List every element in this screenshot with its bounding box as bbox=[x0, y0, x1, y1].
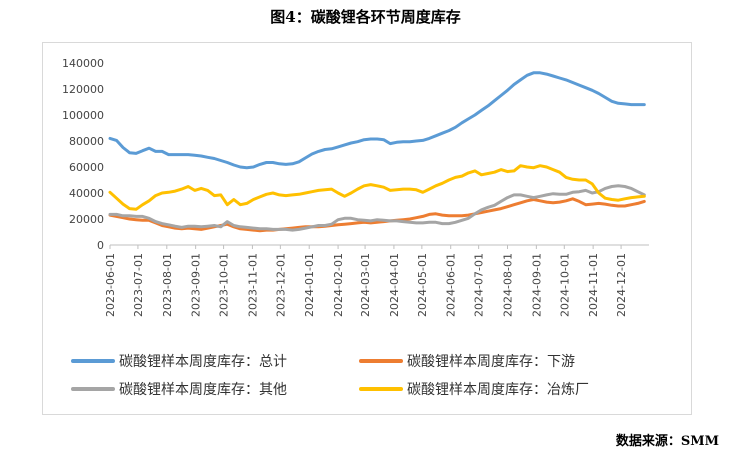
source-note: 数据来源：SMM bbox=[615, 434, 719, 449]
x-tick-label: 2024-08-01 bbox=[502, 253, 515, 317]
legend-label: 碳酸锂样本周度库存：下游 bbox=[407, 354, 575, 370]
x-tick-label: 2023-12-01 bbox=[274, 253, 287, 317]
x-tick-label: 2024-02-01 bbox=[332, 253, 345, 317]
chart-frame: 0 20000 40000 60000 80000 100000 120000 140000 2… bbox=[42, 42, 692, 415]
series-line-1 bbox=[108, 71, 646, 170]
series-line-2 bbox=[108, 197, 646, 233]
legend-label: 碳酸锂样本周度库存：其他 bbox=[119, 382, 287, 398]
x-tick-label: 2024-05-01 bbox=[416, 253, 429, 317]
y-tick-label: 80000 bbox=[69, 135, 104, 148]
y-tick-label: 0 bbox=[97, 239, 104, 252]
chart-title: 图4：碳酸锂各环节周度库存 bbox=[270, 8, 461, 26]
legend-label: 碳酸锂样本周度库存：冶炼厂 bbox=[407, 382, 589, 398]
x-tick-label: 2023-07-01 bbox=[132, 253, 145, 317]
x-tick-label: 2023-08-01 bbox=[161, 253, 174, 317]
y-tick-label: 100000 bbox=[62, 109, 104, 122]
axes: 0 20000 40000 60000 80000 100000 120000 140000 2… bbox=[62, 57, 649, 317]
x-tick-label: 2024-03-01 bbox=[359, 253, 372, 317]
y-tick-label: 60000 bbox=[69, 161, 104, 174]
line-chart: 0 20000 40000 60000 80000 100000 120000 140000 2… bbox=[62, 57, 649, 398]
x-tick-label: 2024-07-01 bbox=[473, 253, 486, 317]
x-tick-label: 2024-09-01 bbox=[530, 253, 543, 317]
x-tick-label: 2024-12-01 bbox=[615, 253, 628, 317]
x-tick-label: 2024-11-01 bbox=[587, 253, 600, 317]
x-tick-label: 2024-04-01 bbox=[388, 253, 401, 317]
x-tick-label: 2023-11-01 bbox=[246, 253, 259, 317]
x-tick-label: 2023-10-01 bbox=[218, 253, 231, 317]
x-tick-label: 2023-09-01 bbox=[190, 253, 203, 317]
series-lines bbox=[108, 71, 646, 233]
x-tick-label: 2024-06-01 bbox=[445, 253, 458, 317]
x-tick-label: 2024-01-01 bbox=[303, 253, 316, 317]
y-tick-label: 140000 bbox=[62, 57, 104, 70]
series-line-3 bbox=[108, 184, 646, 232]
y-tick-label: 40000 bbox=[69, 187, 104, 200]
y-tick-label: 20000 bbox=[69, 213, 104, 226]
x-tick-label: 2023-06-01 bbox=[104, 253, 117, 317]
legend-label: 碳酸锂样本周度库存：总计 bbox=[119, 354, 287, 370]
y-tick-label: 120000 bbox=[62, 83, 104, 96]
x-tick-label: 2024-10-01 bbox=[558, 253, 571, 317]
series-line-4 bbox=[108, 164, 646, 211]
